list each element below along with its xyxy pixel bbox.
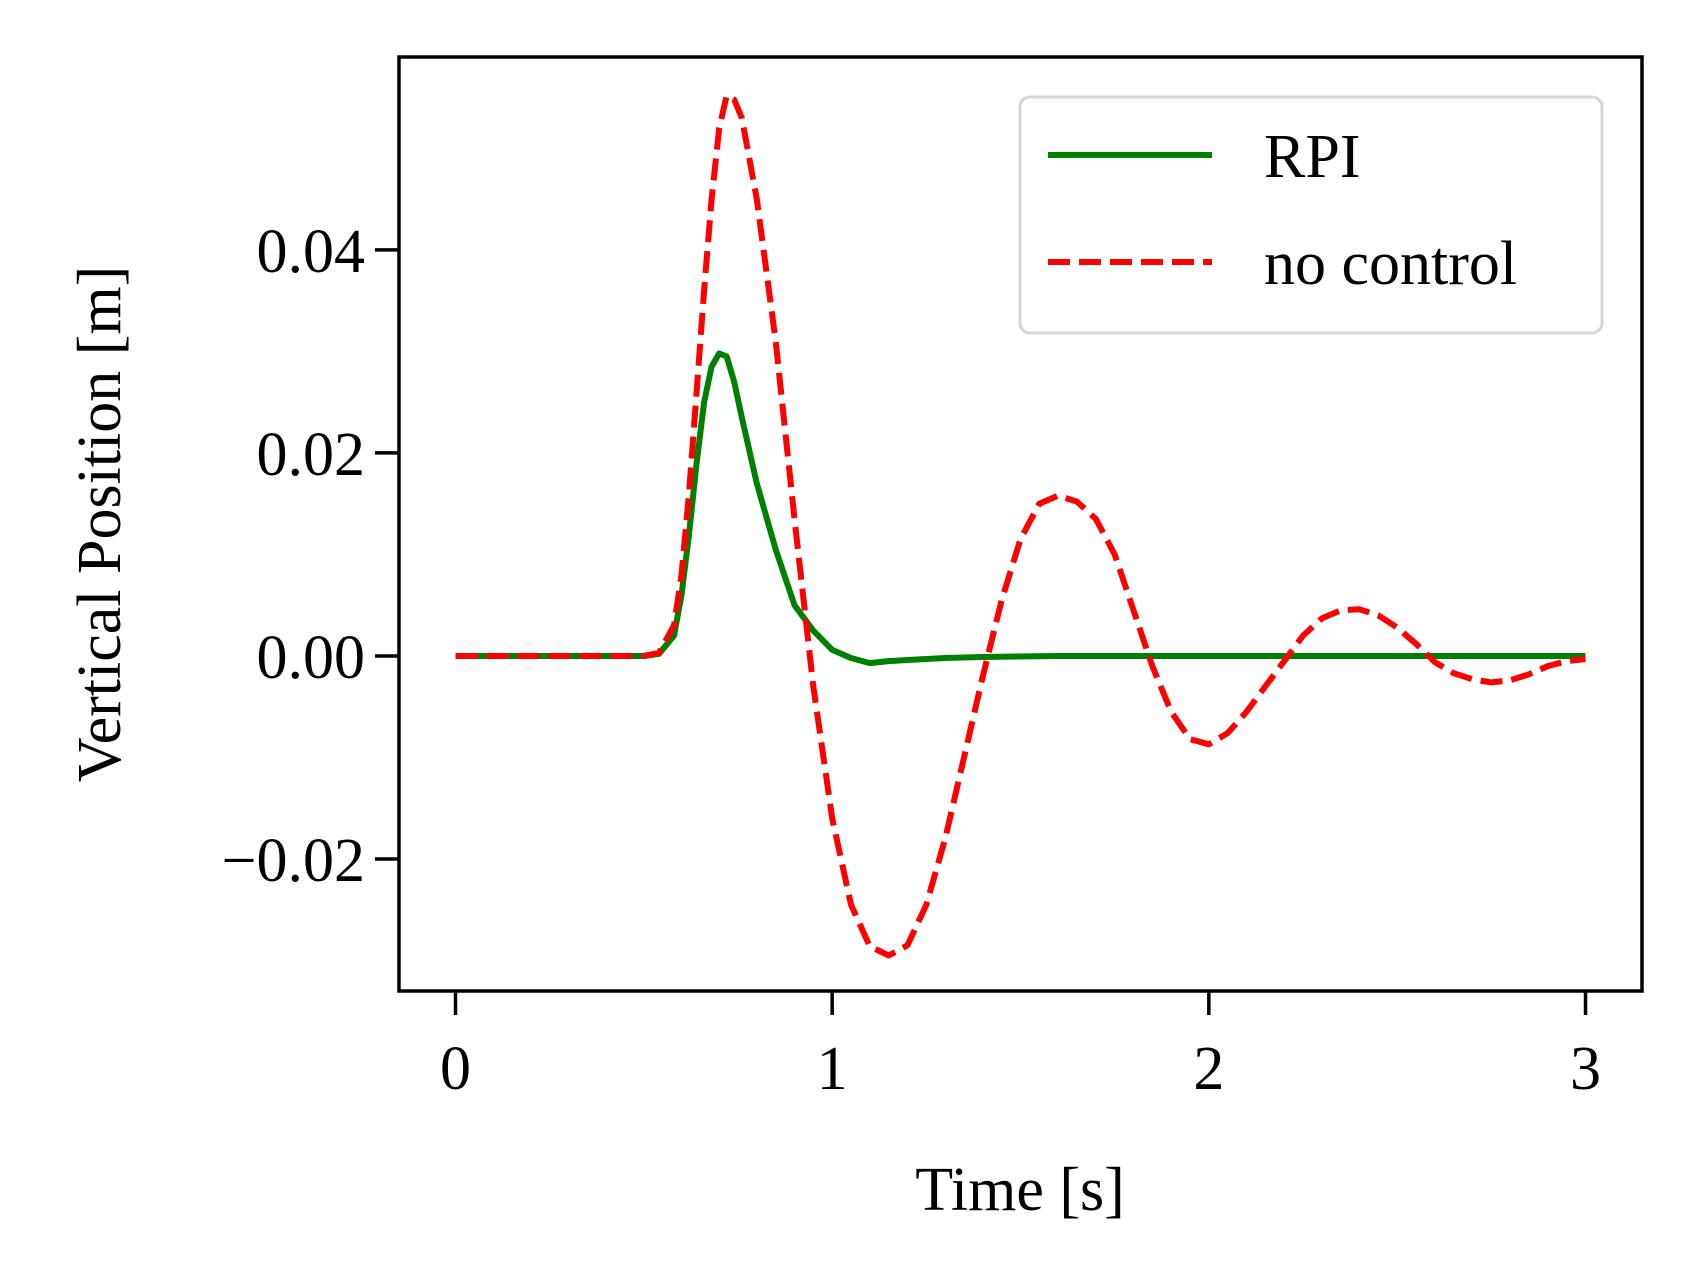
y-tick-label: −0.02	[222, 827, 365, 895]
plot-frame	[397, 55, 1644, 993]
x-tick-label: 3	[1570, 1035, 1601, 1103]
x-axis-label: Time [s]	[915, 1156, 1125, 1224]
y-tick-label: 0.00	[257, 624, 366, 692]
x-tick-label: 2	[1193, 1035, 1224, 1103]
x-tick-label: 0	[440, 1035, 471, 1103]
series-line-rpi	[455, 350, 1586, 667]
series-line-no-control	[455, 92, 1586, 959]
x-tick-label: 1	[817, 1035, 848, 1103]
legend-label-rpi: RPI	[1264, 123, 1360, 191]
y-tick-label: 0.02	[257, 421, 366, 489]
legend-label-no-control: no control	[1264, 230, 1517, 298]
y-axis-label: Vertical Position [m]	[66, 266, 134, 783]
y-tick-label: 0.04	[257, 218, 366, 286]
legend: RPI no control	[1018, 95, 1604, 335]
series-layer	[455, 92, 1586, 959]
y-axis: −0.02 0.00 0.02 0.04	[222, 218, 399, 895]
x-axis: 0 1 2 3	[440, 991, 1601, 1103]
